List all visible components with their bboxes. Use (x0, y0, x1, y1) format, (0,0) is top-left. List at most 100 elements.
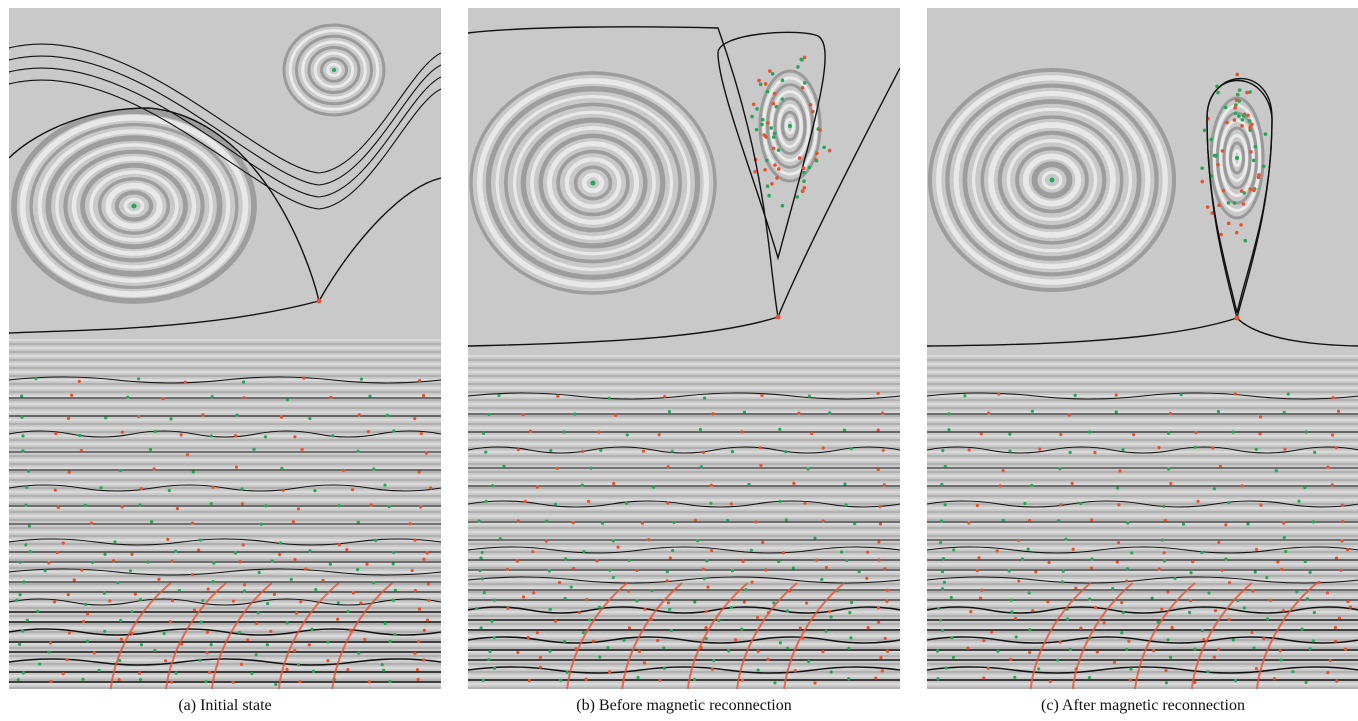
periodic-point (572, 566, 576, 571)
periodic-point (1016, 538, 1021, 542)
periodic-point (729, 502, 733, 506)
periodic-point (1026, 547, 1030, 551)
periodic-point (1345, 548, 1350, 552)
periodic-point (1061, 569, 1065, 573)
periodic-point (597, 605, 602, 609)
periodic-point (1242, 606, 1246, 610)
periodic-point (16, 678, 20, 682)
resonance-curve (927, 606, 1358, 614)
periodic-point (204, 680, 208, 684)
periodic-point (763, 168, 767, 172)
periodic-point (938, 618, 943, 622)
periodic-point (548, 649, 552, 653)
periodic-point (1240, 117, 1245, 122)
periodic-point (22, 580, 26, 584)
periodic-point (117, 678, 121, 682)
resonance-curve (468, 446, 900, 454)
periodic-point (1250, 630, 1254, 635)
periodic-point (359, 601, 363, 605)
periodic-point (883, 567, 887, 571)
resonance-curve (468, 576, 900, 584)
periodic-point (792, 481, 796, 485)
periodic-point (293, 435, 297, 439)
periodic-point (1157, 567, 1161, 571)
periodic-point (940, 570, 945, 574)
island-streak (1229, 141, 1245, 175)
periodic-point (1121, 447, 1125, 452)
periodic-point (773, 681, 777, 685)
periodic-point (557, 580, 562, 585)
vortex-streak (962, 99, 1142, 261)
periodic-point (755, 107, 759, 111)
periodic-point (190, 521, 195, 525)
periodic-point (733, 638, 738, 642)
periodic-point (1340, 519, 1345, 524)
periodic-point (1125, 567, 1129, 571)
periodic-point (234, 465, 239, 469)
periodic-point (84, 602, 88, 606)
periodic-point (205, 651, 209, 655)
periodic-point (878, 505, 882, 509)
periodic-point (562, 639, 567, 643)
periodic-point (885, 588, 889, 592)
periodic-point (821, 519, 825, 523)
periodic-point (982, 676, 986, 680)
vortex-streak (80, 162, 188, 250)
periodic-point (878, 522, 883, 526)
periodic-point (1213, 609, 1218, 613)
periodic-point (367, 680, 372, 684)
periodic-point (1241, 202, 1246, 206)
periodic-point (813, 681, 817, 685)
periodic-point (1295, 590, 1299, 594)
periodic-point (99, 486, 103, 490)
periodic-point (989, 630, 994, 634)
resonance-curve (468, 392, 900, 400)
chaotic-manifold (736, 582, 798, 689)
periodic-point (606, 646, 610, 650)
periodic-point (528, 429, 533, 433)
periodic-point (328, 562, 332, 566)
periodic-point (1303, 559, 1307, 564)
periodic-point (54, 431, 58, 436)
periodic-point (516, 519, 520, 523)
periodic-point (784, 518, 788, 522)
periodic-point (83, 503, 88, 507)
periodic-point (1328, 658, 1332, 663)
periodic-point (149, 520, 154, 524)
periodic-point (18, 642, 22, 646)
periodic-point (26, 469, 31, 473)
periodic-point (1121, 611, 1125, 615)
periodic-point (857, 570, 861, 574)
periodic-point (824, 565, 829, 570)
periodic-point (138, 678, 143, 682)
periodic-point (1114, 410, 1118, 414)
periodic-point (1265, 575, 1269, 580)
periodic-point (704, 625, 708, 630)
periodic-point (424, 451, 428, 455)
periodic-point (548, 607, 552, 611)
periodic-point (1280, 567, 1284, 572)
periodic-point (1265, 617, 1270, 621)
periodic-point (479, 556, 483, 560)
periodic-point (1216, 90, 1220, 95)
periodic-point (625, 433, 629, 437)
periodic-point (641, 449, 646, 453)
periodic-point (1194, 431, 1198, 435)
periodic-point (665, 579, 669, 583)
periodic-point (1300, 627, 1304, 631)
periodic-point (1232, 201, 1237, 205)
periodic-point (776, 148, 781, 152)
periodic-point (1340, 539, 1344, 543)
periodic-point (780, 78, 785, 83)
periodic-point (771, 135, 776, 139)
periodic-point (693, 518, 697, 522)
periodic-point (865, 576, 869, 580)
periodic-point (1200, 550, 1204, 555)
periodic-point (698, 427, 703, 432)
periodic-point (1014, 616, 1018, 621)
chaotic-manifold (165, 582, 227, 689)
periodic-point (640, 521, 644, 525)
periodic-point (162, 631, 166, 636)
periodic-point (650, 588, 654, 593)
periodic-point (1037, 667, 1041, 671)
